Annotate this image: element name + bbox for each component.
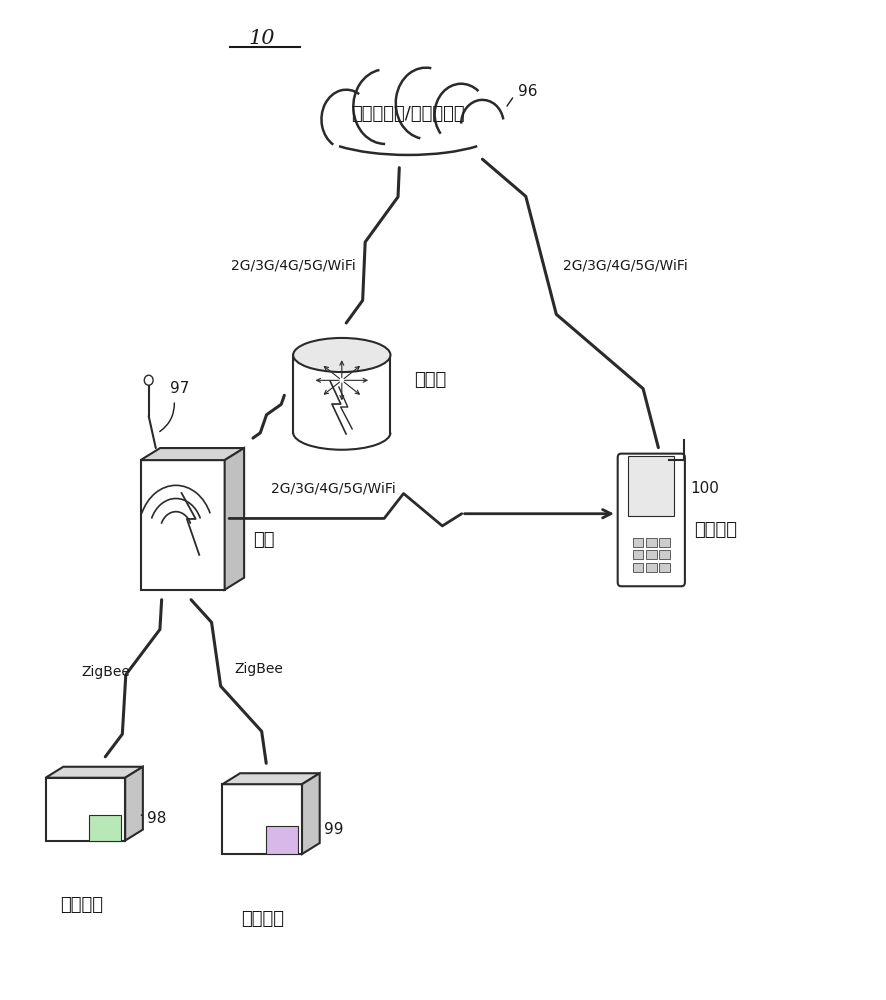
Circle shape [144,375,153,385]
Text: 97: 97 [170,381,190,396]
Text: 电子设备: 电子设备 [694,521,737,539]
Text: 2G/3G/4G/5G/WiFi: 2G/3G/4G/5G/WiFi [231,259,355,273]
Polygon shape [222,773,319,784]
Ellipse shape [461,100,503,147]
Ellipse shape [434,84,487,145]
Text: 100: 100 [689,481,719,496]
Polygon shape [45,778,125,841]
Bar [632,538,642,547]
Text: 2G/3G/4G/5G/WiFi: 2G/3G/4G/5G/WiFi [270,481,395,495]
Polygon shape [310,79,505,155]
Bar [645,563,656,572]
Text: 98: 98 [147,811,167,826]
Text: 目标设备: 目标设备 [240,910,284,928]
Polygon shape [141,460,224,590]
Text: ZigBee: ZigBee [82,665,130,679]
Polygon shape [125,767,143,841]
Text: 其他设备: 其他设备 [60,896,103,914]
Ellipse shape [293,416,390,450]
Bar [266,826,298,854]
Ellipse shape [293,338,390,372]
Polygon shape [224,448,244,590]
Text: 10: 10 [249,29,276,48]
Bar [293,338,390,433]
Text: 96: 96 [517,84,537,99]
Text: ZigBee: ZigBee [234,662,283,676]
Polygon shape [222,784,302,854]
Ellipse shape [353,69,416,144]
Bar [628,456,673,516]
Polygon shape [45,767,143,778]
Bar [658,563,669,572]
Bar [645,538,656,547]
Text: 99: 99 [323,822,343,837]
Text: 2G/3G/4G/5G/WiFi: 2G/3G/4G/5G/WiFi [563,259,687,273]
FancyBboxPatch shape [617,454,684,586]
Text: 网关: 网关 [253,531,274,549]
Bar [645,550,656,559]
Polygon shape [302,773,319,854]
Bar [632,550,642,559]
Polygon shape [141,448,244,460]
Bar [658,550,669,559]
Ellipse shape [321,90,370,149]
Bar [658,538,669,547]
Text: 本地服务器/云端服务器: 本地服务器/云端服务器 [351,105,464,123]
Bar [89,815,121,841]
Bar [632,563,642,572]
Ellipse shape [395,68,455,139]
Text: 路由器: 路由器 [414,371,446,389]
